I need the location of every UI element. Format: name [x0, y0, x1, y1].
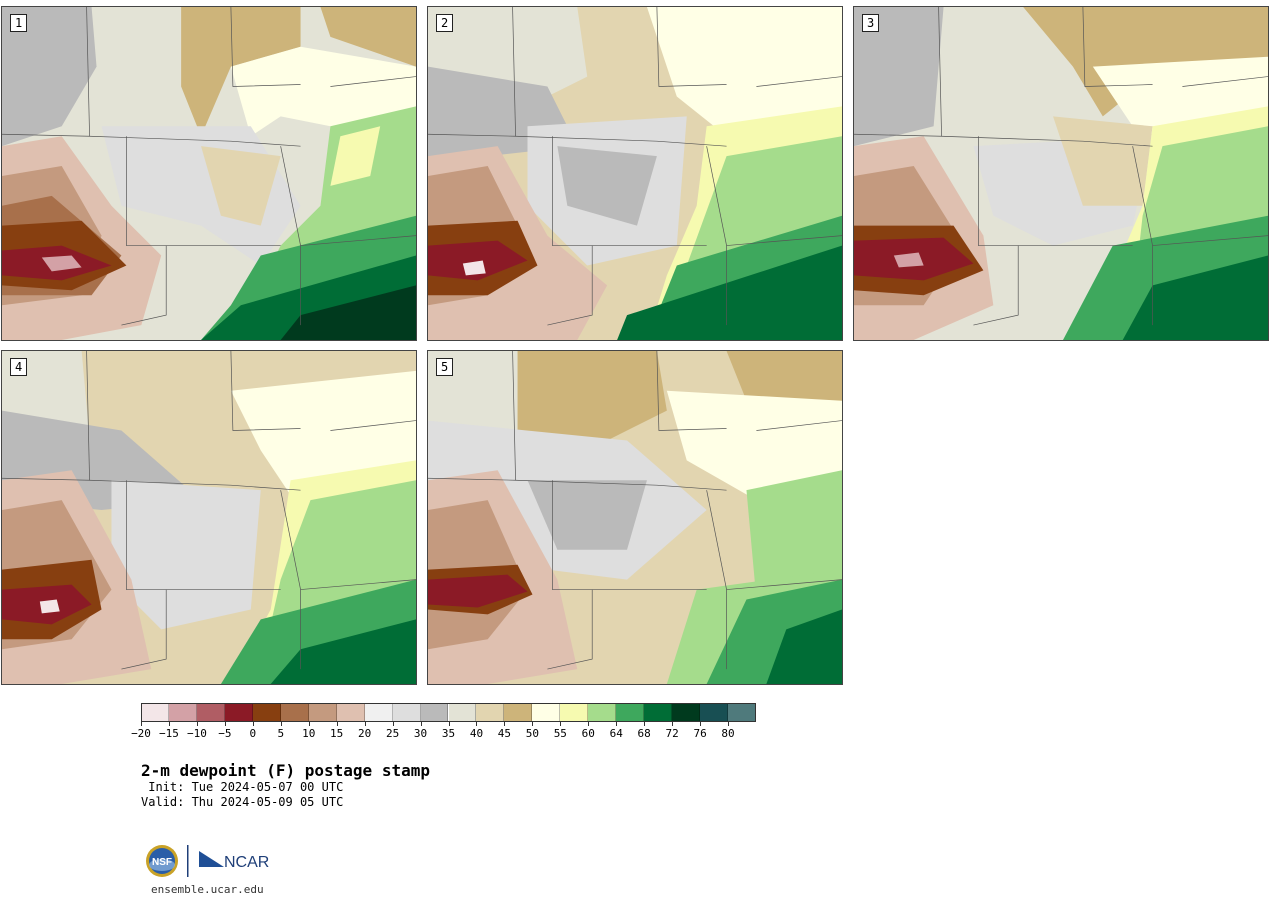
dewpoint-map-2 — [428, 7, 842, 340]
colorbar — [141, 703, 756, 726]
member-panel-2: 2 — [427, 6, 843, 341]
colorbar-tick — [196, 722, 198, 726]
colorbar-tick-label: 20 — [358, 727, 372, 740]
colorbar-swatch — [392, 703, 421, 722]
colorbar-tick-label: 5 — [277, 727, 285, 740]
colorbar-tick-label: 50 — [525, 727, 539, 740]
colorbar-swatch — [252, 703, 281, 722]
colorbar-swatch — [308, 703, 337, 722]
colorbar-swatch — [196, 703, 225, 722]
colorbar-tick-label: −20 — [131, 727, 151, 740]
init-time: Init: Tue 2024-05-07 00 UTC — [141, 780, 344, 794]
colorbar-tick — [476, 722, 478, 726]
colorbar-tick — [280, 722, 282, 726]
member-panel-5: 5 — [427, 350, 843, 685]
colorbar-swatch — [448, 703, 477, 722]
colorbar-swatch — [168, 703, 197, 722]
colorbar-tick-label: 35 — [441, 727, 456, 740]
dewpoint-map-5 — [428, 351, 842, 684]
member-panel-4: 4 — [1, 350, 417, 685]
colorbar-swatch — [532, 703, 561, 722]
colorbar-swatch — [476, 703, 505, 722]
ncar-logo: NCAR — [199, 851, 269, 871]
member-panel-3: 3 — [853, 6, 1269, 341]
colorbar-swatch — [560, 703, 589, 722]
colorbar-tick — [336, 722, 338, 726]
colorbar-tick — [672, 722, 674, 726]
colorbar-tick-label: 40 — [469, 727, 484, 740]
colorbar-tick — [560, 722, 562, 726]
colorbar-tick-label: 10 — [302, 727, 316, 740]
colorbar-swatch — [616, 703, 645, 722]
colorbar-swatch — [588, 703, 617, 722]
dewpoint-map-3 — [854, 7, 1268, 340]
colorbar-tick — [392, 722, 394, 726]
colorbar-swatch — [644, 703, 673, 722]
panel-number-label: 4 — [10, 358, 28, 376]
colorbar-tick-label: −10 — [186, 727, 207, 740]
chart-title: 2-m dewpoint (F) postage stamp — [141, 761, 430, 780]
colorbar-tick — [644, 722, 646, 726]
colorbar-tick-label: 68 — [637, 727, 651, 740]
valid-time: Valid: Thu 2024-05-09 05 UTC — [141, 795, 344, 809]
colorbar-tick — [588, 722, 590, 726]
colorbar-frame — [141, 703, 756, 722]
logos: NSF NCAR — [144, 843, 274, 879]
dewpoint-map-4 — [2, 351, 416, 684]
colorbar-tick — [504, 722, 506, 726]
colorbar-tick-label: −15 — [159, 727, 179, 740]
colorbar-tick-label: 0 — [249, 727, 257, 740]
colorbar-tick-label: 80 — [721, 727, 735, 740]
colorbar-tick — [420, 722, 422, 726]
colorbar-tick — [364, 722, 366, 726]
colorbar-swatch — [280, 703, 309, 722]
colorbar-tick-label: 64 — [609, 727, 623, 740]
colorbar-tick — [448, 722, 450, 726]
colorbar-tick-label: 15 — [330, 727, 344, 740]
colorbar-swatch — [420, 703, 449, 722]
colorbar-tick-label: 72 — [665, 727, 679, 740]
colorbar-swatch — [700, 703, 729, 722]
ncar-logo-text: NCAR — [224, 854, 269, 871]
colorbar-swatch — [224, 703, 253, 722]
colorbar-swatch — [364, 703, 393, 722]
dewpoint-map-1 — [2, 7, 416, 340]
colorbar-tick — [308, 722, 310, 726]
colorbar-tick-label: −5 — [218, 727, 232, 740]
colorbar-tick — [728, 722, 730, 726]
panel-number-label: 5 — [436, 358, 454, 376]
colorbar-swatch — [504, 703, 533, 722]
member-panel-1: 1 — [1, 6, 417, 341]
colorbar-swatch — [672, 703, 701, 722]
panel-number-label: 1 — [10, 14, 28, 32]
colorbar-tick — [141, 722, 142, 726]
colorbar-tick — [224, 722, 226, 726]
colorbar-tick-label: 60 — [581, 727, 595, 740]
panel-number-label: 3 — [862, 14, 880, 32]
colorbar-tick-label: 45 — [497, 727, 512, 740]
colorbar-tick-label: 25 — [385, 727, 400, 740]
colorbar-tick-label: 76 — [693, 727, 707, 740]
source-url: ensemble.ucar.edu — [151, 883, 264, 896]
panel-number-label: 2 — [436, 14, 454, 32]
colorbar-tick — [532, 722, 534, 726]
colorbar-tick-label: 55 — [553, 727, 567, 740]
colorbar-tick — [616, 722, 618, 726]
colorbar-tick-label: 30 — [413, 727, 428, 740]
colorbar-tick — [168, 722, 170, 726]
nsf-logo-text: NSF — [152, 857, 172, 868]
colorbar-tick — [700, 722, 702, 726]
colorbar-swatch — [336, 703, 365, 722]
colorbar-swatch — [141, 703, 169, 722]
colorbar-tick — [252, 722, 254, 726]
nsf-logo: NSF — [146, 845, 178, 877]
